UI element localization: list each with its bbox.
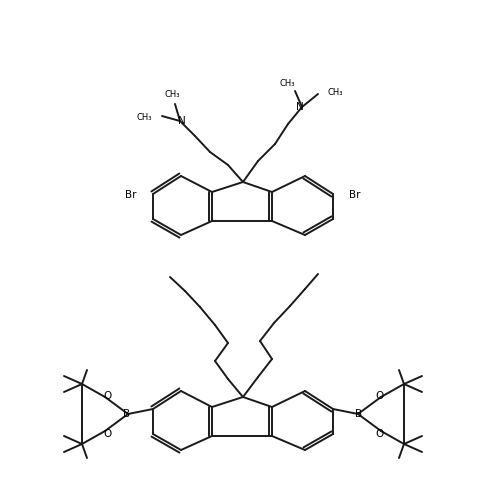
Text: N: N [296, 102, 304, 112]
Text: CH₃: CH₃ [164, 90, 180, 99]
Text: CH₃: CH₃ [328, 88, 343, 97]
Text: O: O [375, 390, 383, 400]
Text: O: O [103, 428, 111, 438]
Text: CH₃: CH₃ [279, 80, 295, 88]
Text: B: B [356, 408, 362, 418]
Text: CH₃: CH₃ [136, 113, 152, 122]
Text: O: O [103, 390, 111, 400]
Text: O: O [375, 428, 383, 438]
Text: Br: Br [349, 190, 360, 200]
Text: B: B [123, 408, 131, 418]
Text: Br: Br [126, 190, 137, 200]
Text: N: N [178, 116, 186, 126]
